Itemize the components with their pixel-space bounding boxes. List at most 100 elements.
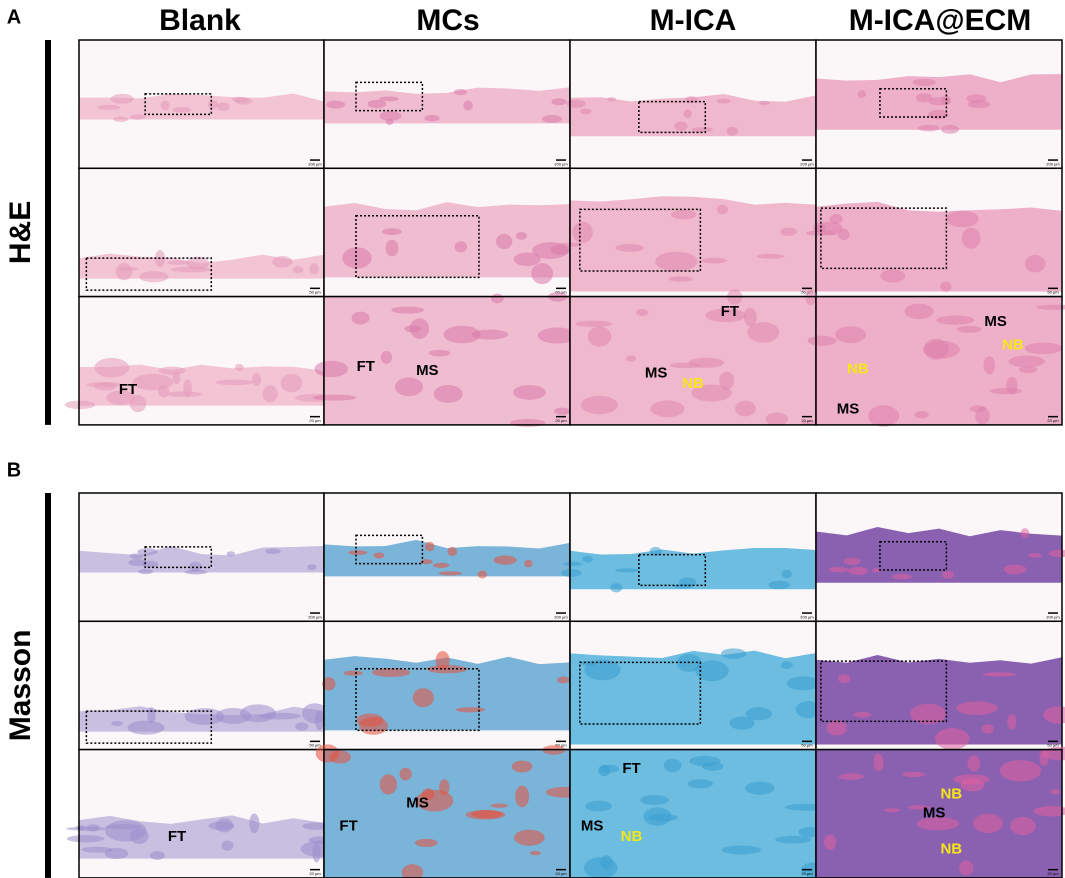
- micrograph: 20 µm FT MS: [315, 744, 588, 878]
- tissue-detail: [385, 118, 394, 126]
- tissue: [79, 93, 324, 120]
- micrograph: 200 µm: [561, 492, 817, 623]
- annotation: MS: [406, 794, 429, 811]
- micrograph: 20 µm FT MS: [312, 292, 578, 427]
- tissue-detail: [941, 124, 960, 134]
- tissue-detail: [309, 263, 319, 275]
- tissue-detail: [477, 570, 488, 579]
- scale-bar-label: 20 µm: [1047, 418, 1059, 423]
- tissue-detail: [566, 99, 586, 108]
- tissue-detail: [701, 257, 728, 264]
- tissue-detail: [515, 785, 530, 808]
- tissue-detail: [380, 350, 393, 364]
- column-header: MCs: [416, 4, 479, 37]
- annotation: MS: [837, 400, 860, 417]
- tissue-detail: [572, 221, 593, 244]
- tissue-detail: [149, 850, 165, 860]
- tissue-detail: [329, 750, 351, 764]
- tissue-detail: [490, 293, 504, 304]
- tissue-detail: [883, 808, 901, 813]
- tissue-detail: [415, 789, 454, 812]
- micrograph: 200 µm: [566, 39, 817, 170]
- tissue-detail: [111, 720, 123, 726]
- tissue-detail: [515, 231, 527, 240]
- tissue-detail: [249, 813, 260, 834]
- tissue-detail: [172, 106, 192, 113]
- tissue-detail: [455, 707, 486, 713]
- tissue-detail: [625, 355, 637, 362]
- panel-label: B: [7, 459, 21, 481]
- tissue-detail: [721, 845, 761, 855]
- zoom-box: [355, 215, 480, 279]
- tissue-detail: [428, 349, 451, 357]
- tissue-detail: [557, 676, 570, 684]
- tissue-detail: [689, 755, 721, 767]
- annotation: FT: [622, 760, 640, 777]
- zoom-box: [879, 88, 948, 118]
- scale-bar: [1048, 740, 1058, 743]
- tissue-detail: [683, 109, 692, 118]
- scale-bar-label: 50 µm: [309, 290, 321, 295]
- tissue-detail: [252, 373, 262, 386]
- tissue-detail: [868, 405, 900, 427]
- micrograph: 20 µm FT: [66, 748, 342, 878]
- tissue-detail: [973, 813, 1003, 834]
- tissue-detail: [1033, 805, 1065, 817]
- tissue-detail: [912, 78, 937, 87]
- tissue-detail: [917, 124, 940, 132]
- scale-bar-label: 200 µm: [800, 614, 814, 619]
- tissue-detail: [829, 214, 843, 224]
- tissue-detail: [838, 773, 865, 780]
- zoom-box: [579, 661, 702, 725]
- column-header: M-ICA: [650, 4, 737, 37]
- tissue-detail: [401, 864, 424, 878]
- tissue-detail: [823, 834, 837, 850]
- tissue-detail: [496, 233, 513, 250]
- tissue-detail: [551, 98, 567, 106]
- tissue-detail: [358, 717, 389, 735]
- zoom-box: [879, 541, 948, 571]
- tissue-detail: [910, 703, 947, 725]
- tissue-detail: [292, 266, 304, 274]
- scale-bar: [310, 415, 320, 418]
- tissue-detail: [86, 382, 122, 388]
- tissue-detail: [129, 553, 144, 559]
- tissue-detail: [946, 210, 979, 228]
- scale-bar: [1048, 159, 1058, 161]
- row-group-label: Masson: [4, 630, 37, 742]
- tissue-detail: [719, 371, 735, 390]
- micrograph: 50 µm: [78, 620, 328, 751]
- panel-bar: [45, 40, 51, 425]
- tissue-detail: [139, 271, 169, 283]
- tissue-detail: [649, 546, 662, 557]
- tissue-detail: [351, 311, 370, 325]
- tissue-detail: [953, 774, 990, 785]
- tissue-detail: [1020, 528, 1030, 538]
- tissue-detail: [826, 720, 847, 736]
- tissue-detail: [610, 583, 623, 593]
- micrograph: 200 µm: [78, 39, 325, 170]
- tissue-detail: [663, 758, 682, 773]
- scale-bar-label: 20 µm: [309, 871, 321, 876]
- tissue-detail: [438, 571, 463, 576]
- tissue-detail: [115, 262, 133, 281]
- scale-bar: [556, 612, 566, 614]
- tissue-detail: [786, 676, 820, 691]
- scale-bar: [310, 159, 320, 161]
- tissue-detail: [326, 100, 346, 109]
- micrograph: 50 µm: [805, 167, 1063, 298]
- scale-bar-label: 200 µm: [800, 161, 814, 166]
- tissue-detail: [915, 93, 933, 103]
- tissue-detail: [226, 551, 235, 557]
- scale-bar: [802, 415, 812, 418]
- scale-bar-label: 20 µm: [309, 418, 321, 423]
- scale-bar: [1048, 287, 1058, 290]
- tissue-detail: [989, 387, 1023, 395]
- tissue-detail: [668, 276, 693, 282]
- scale-bar-label: 50 µm: [555, 290, 567, 295]
- annotation: MS: [416, 362, 439, 379]
- tissue-detail: [129, 395, 147, 413]
- tissue-detail: [184, 708, 225, 725]
- tissue-detail: [871, 568, 882, 573]
- tissue-detail: [981, 724, 994, 734]
